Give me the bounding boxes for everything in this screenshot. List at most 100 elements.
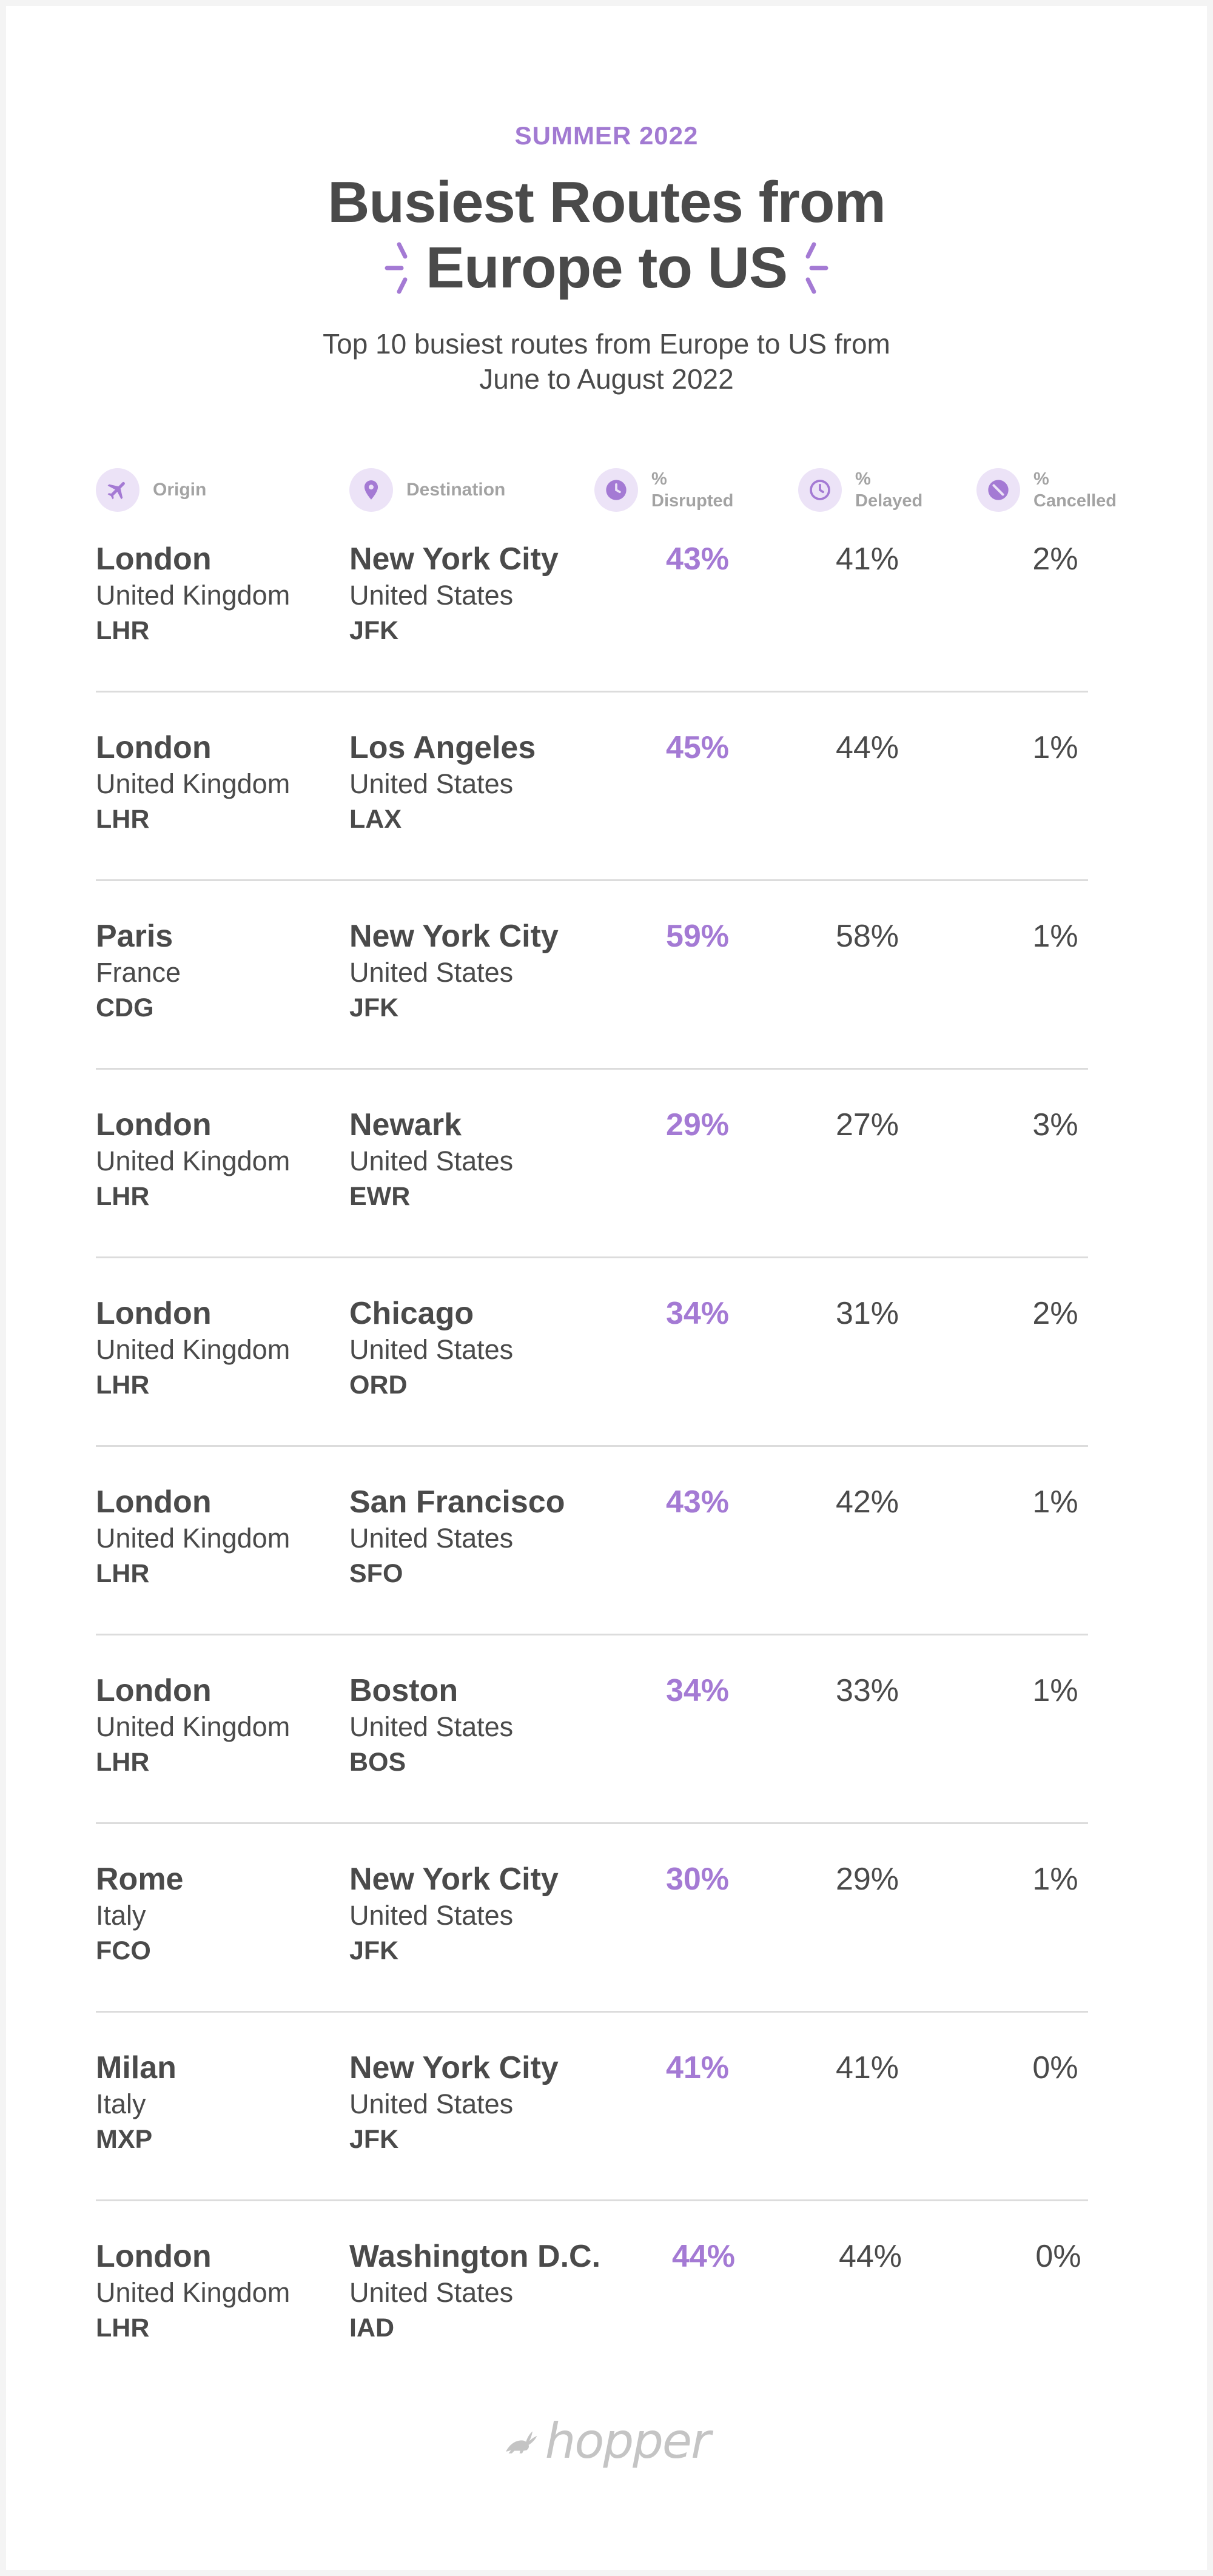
cancelled-value: 0% (1032, 2050, 1078, 2085)
table-row: London United Kingdom LHR Los Angeles Un… (6, 730, 1207, 918)
origin-cell: London United Kingdom LHR (96, 1107, 290, 1213)
clock-outline-icon (798, 468, 842, 512)
column-label-delayed: % Delayed (855, 468, 922, 512)
origin-city: London (96, 1107, 212, 1142)
delayed-value: 41% (835, 542, 899, 577)
destination-code: SFO (349, 1559, 403, 1588)
origin-city: Paris (96, 919, 173, 954)
sparkle-right-icon (805, 242, 828, 294)
destination-country: United States (349, 580, 514, 611)
column-label-disrupted-top: % (651, 469, 667, 489)
origin-country: France (96, 957, 181, 988)
cancelled-value: 3% (1032, 1107, 1078, 1142)
row-divider (96, 1634, 1088, 1635)
disrupted-value: 44% (671, 2239, 736, 2274)
table-row: London United Kingdom LHR New York City … (6, 541, 1207, 730)
origin-code: LHR (96, 1182, 150, 1211)
row-divider (96, 2199, 1088, 2201)
destination-city: Los Angeles (349, 730, 536, 765)
destination-city: New York City (349, 919, 559, 954)
origin-city: Milan (96, 2050, 176, 2085)
destination-country: United States (349, 1334, 514, 1365)
disrupted-value: 30% (665, 1862, 730, 1897)
clock-filled-icon (594, 468, 638, 512)
origin-code: LHR (96, 2313, 150, 2343)
column-header-delayed: % Delayed (798, 468, 922, 512)
destination-cell: New York City United States JFK (349, 918, 559, 1025)
cancelled-value: 2% (1032, 1296, 1078, 1331)
disrupted-value: 45% (665, 730, 730, 765)
cancelled-value: 2% (1032, 542, 1078, 577)
origin-code: FCO (96, 1936, 151, 1965)
destination-cell: Chicago United States ORD (349, 1295, 513, 1402)
column-label-destination: Destination (406, 480, 506, 500)
destination-city: Washington D.C. (349, 2239, 601, 2274)
cancelled-value: 1% (1032, 730, 1078, 765)
bunny-icon (506, 2431, 537, 2454)
table-row: London United Kingdom LHR Newark United … (6, 1107, 1207, 1295)
origin-country: Italy (96, 2088, 146, 2119)
subtitle: Top 10 busiest routes from Europe to US … (323, 328, 890, 395)
destination-code: JFK (349, 1936, 399, 1965)
sparkle-left-icon (385, 242, 408, 294)
delayed-value: 44% (835, 730, 899, 765)
cancel-icon (976, 468, 1020, 512)
destination-code: JFK (349, 616, 399, 645)
destination-code: JFK (349, 2125, 399, 2154)
table-row: Paris France CDG New York City United St… (6, 918, 1207, 1107)
destination-cell: Los Angeles United States LAX (349, 730, 536, 836)
destination-cell: Boston United States BOS (349, 1672, 513, 1779)
destination-code: ORD (349, 1370, 408, 1400)
destination-country: United States (349, 1900, 514, 1931)
destination-city: New York City (349, 2050, 559, 2085)
destination-cell: Washington D.C. United States IAD (349, 2238, 600, 2345)
title-line-2-wrap: Europe to US (381, 235, 832, 301)
origin-city: London (96, 2239, 212, 2274)
destination-city: Chicago (349, 1296, 474, 1331)
table-row: Rome Italy FCO New York City United Stat… (6, 1861, 1207, 2050)
title-line-2: Europe to US (425, 235, 788, 300)
cancelled-value: 1% (1032, 1484, 1078, 1520)
destination-country: United States (349, 768, 514, 799)
origin-country: United Kingdom (96, 768, 291, 799)
destination-country: United States (349, 2088, 514, 2119)
column-label-cancelled: % Cancelled (1033, 468, 1117, 512)
origin-city: London (96, 1296, 212, 1331)
origin-country: United Kingdom (96, 1145, 291, 1176)
origin-code: LHR (96, 805, 150, 834)
origin-city: Rome (96, 1862, 184, 1897)
destination-cell: New York City United States JFK (349, 1861, 559, 1968)
delayed-value: 44% (838, 2239, 902, 2274)
disrupted-value: 29% (665, 1107, 730, 1142)
disrupted-value: 34% (665, 1673, 730, 1708)
row-divider (96, 1445, 1088, 1447)
cancelled-value: 1% (1032, 919, 1078, 954)
infographic-card: SUMMER 2022 Busiest Routes from Europe t… (6, 6, 1207, 2570)
origin-code: LHR (96, 616, 150, 645)
destination-country: United States (349, 1711, 514, 1742)
destination-country: United States (349, 1523, 514, 1554)
origin-city: London (96, 542, 212, 577)
origin-code: LHR (96, 1748, 150, 1777)
row-divider (96, 1256, 1088, 1258)
cancelled-value: 1% (1032, 1862, 1078, 1897)
destination-code: IAD (349, 2313, 395, 2343)
row-divider (96, 1822, 1088, 1824)
column-label-disrupted: % Disrupted (651, 468, 733, 512)
origin-cell: London United Kingdom LHR (96, 541, 290, 648)
table-row: London United Kingdom LHR Boston United … (6, 1672, 1207, 1861)
kicker: SUMMER 2022 (514, 121, 699, 150)
destination-cell: New York City United States JFK (349, 2050, 559, 2156)
page-title: Busiest Routes from Europe to US (6, 170, 1207, 309)
row-divider (96, 691, 1088, 693)
destination-code: LAX (349, 805, 402, 834)
origin-cell: Rome Italy FCO (96, 1861, 183, 1968)
row-divider (96, 2011, 1088, 2013)
origin-cell: Paris France CDG (96, 918, 181, 1025)
row-divider (96, 1068, 1088, 1070)
origin-country: Italy (96, 1900, 146, 1931)
location-pin-icon (349, 468, 393, 512)
destination-country: United States (349, 1145, 514, 1176)
origin-country: United Kingdom (96, 2277, 291, 2308)
origin-code: LHR (96, 1559, 150, 1588)
